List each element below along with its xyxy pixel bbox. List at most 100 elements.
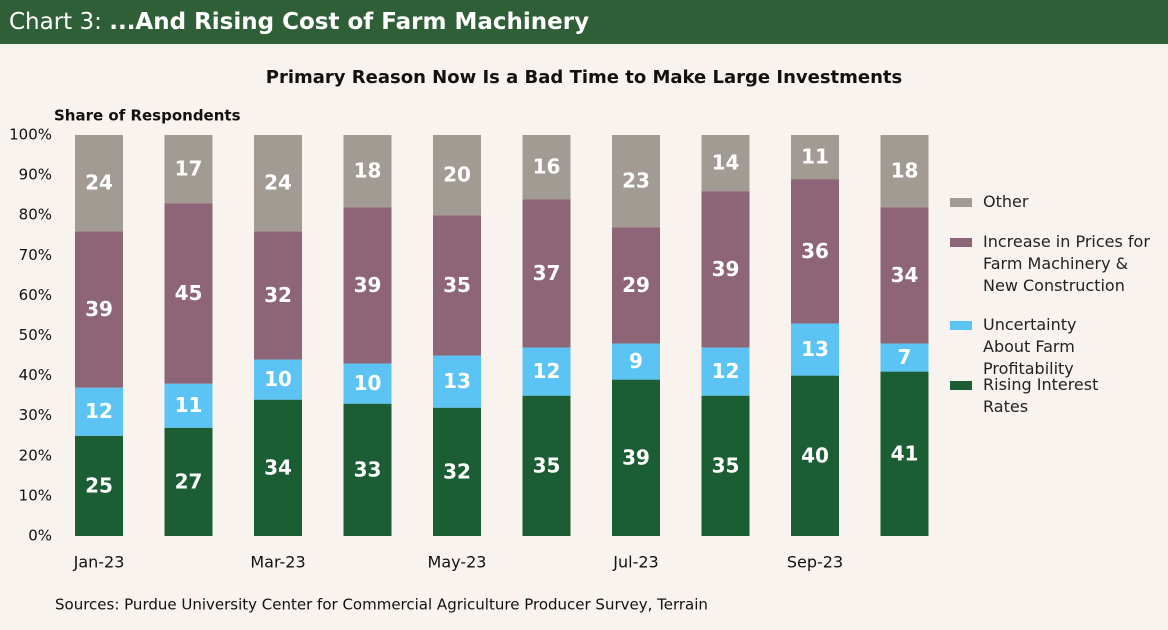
x-tick-label: Sep-23 — [787, 553, 843, 572]
bar-segment — [522, 135, 571, 200]
y-tick-label: 60% — [19, 286, 52, 304]
legend-swatch — [950, 238, 972, 247]
value-label: 12 — [533, 359, 561, 383]
value-label: 39 — [712, 257, 740, 281]
bar-segment — [433, 215, 481, 356]
value-label: 34 — [891, 263, 919, 287]
value-label: 25 — [85, 473, 113, 497]
y-tick-label: 100% — [9, 126, 52, 144]
value-label: 23 — [622, 169, 650, 193]
bar-segment — [254, 231, 302, 360]
header: Chart 3: ...And Rising Cost of Farm Mach… — [0, 0, 1168, 44]
value-label: 32 — [443, 459, 471, 483]
value-label: 32 — [264, 283, 292, 307]
value-label: 35 — [533, 453, 561, 477]
bar-segment — [343, 135, 392, 208]
value-label: 18 — [354, 159, 382, 183]
value-label: 39 — [354, 273, 382, 297]
legend-item: Rising Interest Rates — [950, 374, 1100, 418]
value-label: 35 — [443, 273, 471, 297]
bar-segment — [75, 387, 123, 436]
value-label: 13 — [801, 337, 829, 361]
x-tick-label: Jul-23 — [612, 553, 658, 572]
value-label: 39 — [622, 445, 650, 469]
value-label: 20 — [443, 163, 471, 187]
y-tick-label: 50% — [19, 326, 52, 344]
value-label: 37 — [533, 261, 561, 285]
value-label: 34 — [264, 455, 292, 479]
value-label: 11 — [175, 393, 203, 417]
bar-segment — [612, 135, 660, 228]
value-label: 16 — [533, 155, 561, 179]
value-label: 10 — [264, 367, 292, 391]
value-label: 27 — [175, 469, 203, 493]
bar-segment — [164, 427, 213, 536]
bar-segment — [791, 179, 839, 324]
bar-segment — [522, 347, 571, 396]
bar-segment — [343, 207, 392, 364]
legend-label: Rising Interest Rates — [983, 375, 1099, 416]
bar-segment — [522, 199, 571, 348]
bar-segment — [880, 135, 929, 208]
y-tick-label: 80% — [19, 206, 52, 224]
value-label: 24 — [85, 171, 113, 195]
y-axis-label: Share of Respondents — [54, 107, 241, 125]
y-tick-label: 70% — [19, 246, 52, 264]
legend-label: Uncertainty About Farm Profitability — [983, 315, 1077, 378]
bar-segment — [701, 347, 750, 396]
bar-segment — [254, 135, 302, 232]
value-label: 36 — [801, 239, 829, 263]
bar-segment — [433, 407, 481, 536]
y-tick-label: 10% — [19, 486, 52, 504]
legend-item: Increase in Prices for Farm Machinery & … — [950, 231, 1160, 297]
legend-item: Uncertainty About Farm Profitability — [950, 314, 1120, 380]
value-label: 33 — [354, 457, 382, 481]
value-label: 18 — [891, 159, 919, 183]
legend-swatch — [950, 321, 972, 330]
bar-segment — [791, 323, 839, 376]
bar-segment — [612, 379, 660, 536]
value-label: 35 — [712, 453, 740, 477]
bar-segment — [701, 135, 750, 192]
value-label: 12 — [85, 399, 113, 423]
bar-segment — [164, 203, 213, 384]
bar-segment — [254, 399, 302, 536]
value-label: 11 — [801, 145, 829, 169]
value-label: 41 — [891, 441, 919, 465]
bar-segment — [343, 403, 392, 536]
bar-segment — [433, 355, 481, 408]
header-title: ...And Rising Cost of Farm Machinery — [109, 9, 590, 35]
bar-segment — [343, 363, 392, 404]
value-label: 17 — [175, 157, 203, 181]
bar-segment — [433, 135, 481, 216]
y-tick-label: 40% — [19, 366, 52, 384]
bar-segment — [75, 435, 123, 536]
y-tick-label: 30% — [19, 406, 52, 424]
legend-label: Other — [983, 192, 1029, 211]
legend-swatch — [950, 198, 972, 207]
bar-segment — [254, 359, 302, 400]
x-tick-label: Jan-23 — [73, 553, 125, 572]
value-label: 13 — [443, 369, 471, 393]
bar-segment — [612, 343, 660, 380]
bar-segment — [880, 343, 929, 372]
y-tick-label: 90% — [19, 166, 52, 184]
bar-segment — [880, 371, 929, 536]
bar-segment — [522, 395, 571, 536]
bar-segment — [75, 231, 123, 388]
bar-segment — [791, 375, 839, 536]
bar-segment — [701, 191, 750, 348]
value-label: 29 — [622, 273, 650, 297]
value-label: 39 — [85, 297, 113, 321]
source: Sources: Purdue University Center for Co… — [55, 596, 708, 614]
y-tick-label: 20% — [19, 446, 52, 464]
value-label: 7 — [898, 345, 912, 369]
value-label: 9 — [629, 349, 643, 373]
x-tick-label: May-23 — [428, 553, 487, 572]
bar-segment — [164, 135, 213, 204]
chart-title: Primary Reason Now Is a Bad Time to Make… — [266, 67, 903, 88]
bar-segment — [164, 383, 213, 428]
bar-segment — [701, 395, 750, 536]
value-label: 12 — [712, 359, 740, 383]
